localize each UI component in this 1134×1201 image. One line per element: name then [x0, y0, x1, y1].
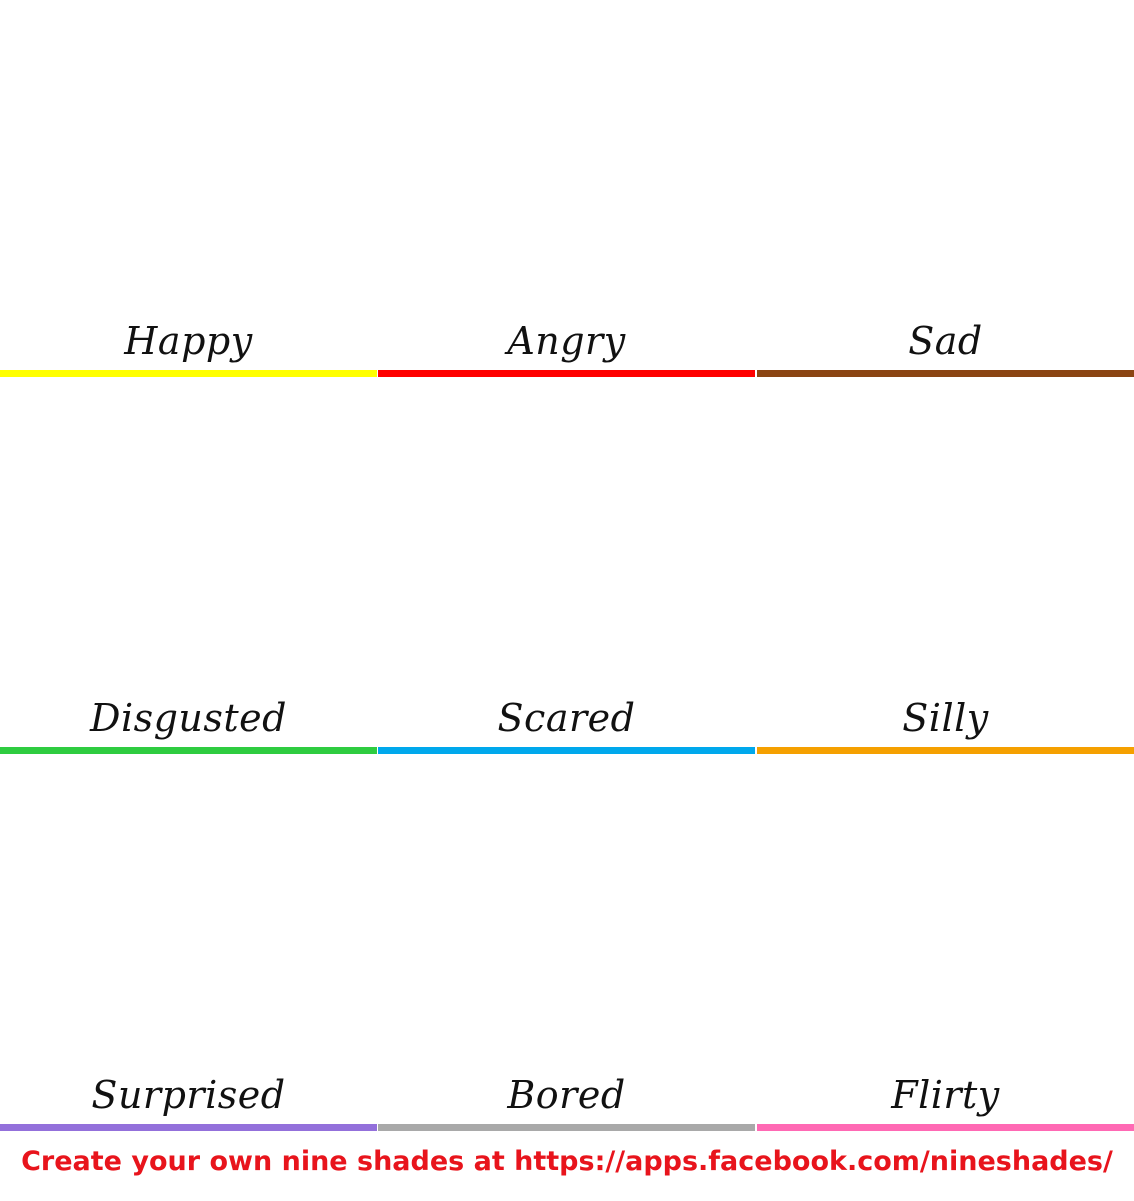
cell-label: Flirty [891, 1073, 1000, 1117]
color-bar [378, 747, 755, 754]
cell-surprised: Surprised [0, 754, 377, 1131]
cell-label: Happy [124, 319, 253, 363]
emotion-grid: Happy Angry Sad Disgusted Scared Silly S… [0, 0, 1134, 1131]
color-bar [0, 1124, 377, 1131]
cell-bored: Bored [378, 754, 755, 1131]
cell-sad: Sad [757, 0, 1134, 377]
cell-label: Surprised [91, 1073, 286, 1117]
cell-label: Bored [507, 1073, 626, 1117]
cell-label: Sad [908, 319, 983, 363]
footer-credit: Create your own nine shades at https://a… [21, 1146, 1113, 1177]
color-bar [378, 1124, 755, 1131]
cell-happy: Happy [0, 0, 377, 377]
color-bar [0, 370, 377, 377]
cell-scared: Scared [378, 377, 755, 754]
color-bar [0, 747, 377, 754]
color-bar [757, 370, 1134, 377]
cell-label: Disgusted [89, 696, 287, 740]
color-bar [757, 1124, 1134, 1131]
cell-angry: Angry [378, 0, 755, 377]
cell-flirty: Flirty [757, 754, 1134, 1131]
color-bar [757, 747, 1134, 754]
cell-label: Angry [507, 319, 626, 363]
cell-label: Scared [497, 696, 636, 740]
cell-disgusted: Disgusted [0, 377, 377, 754]
cell-silly: Silly [757, 377, 1134, 754]
color-bar [378, 370, 755, 377]
cell-label: Silly [902, 696, 989, 740]
